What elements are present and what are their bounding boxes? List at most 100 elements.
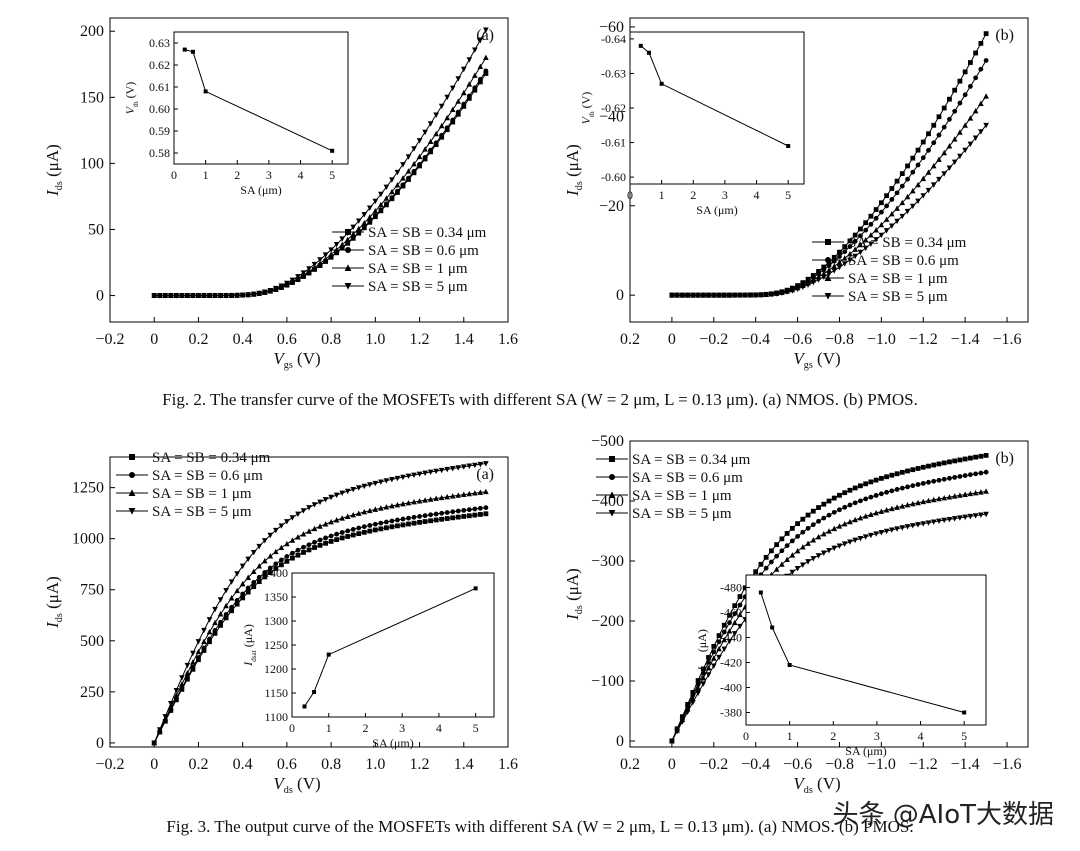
fig2a-series-1-point: [450, 117, 456, 123]
fig2b-series-3-point: [789, 288, 796, 294]
fig2b-inset-xtick-label: 5: [785, 188, 791, 202]
fig3a-series-3-point: [306, 505, 312, 511]
fig2b-series-2-point: [868, 232, 874, 238]
fig2b-inset-ytick-label: -0.64: [601, 32, 626, 46]
fig2a-series-3-point: [433, 112, 439, 118]
fig2b-legend-marker: [825, 257, 831, 263]
fig3a-series-0-point: [477, 512, 483, 517]
fig3b-series-2-point: [983, 488, 989, 494]
fig2a-series-2-point: [422, 146, 428, 152]
fig3a-series-3-point: [173, 687, 180, 694]
fig3a-series-2-point: [311, 525, 318, 532]
fig3b-series-3-point: [669, 738, 675, 744]
fig2b-series-1-point: [973, 75, 979, 81]
fig3b-series-3-point: [716, 654, 722, 661]
fig2a-series-2-point: [367, 214, 373, 220]
fig3b-series-3-point: [951, 516, 958, 522]
fig2a-series-1-point: [383, 201, 389, 207]
fig2b-series-3-point: [972, 135, 979, 141]
fig2b-series-2-point: [852, 246, 858, 252]
fig2b-series-2-point: [836, 259, 843, 265]
fig3a-series-3-point: [355, 485, 362, 491]
fig3b-inset-xtick-label: 4: [918, 729, 924, 743]
fig3b-series-1-point: [706, 659, 711, 665]
fig3b-series-0-point: [868, 479, 874, 485]
fig3a-inset-ylabel: Idsat (μA): [241, 624, 258, 667]
fig2b-series-3-point: [915, 198, 921, 204]
fig3a-series-2-point: [173, 692, 180, 699]
fig3a-series-1-point: [251, 580, 257, 585]
fig3b-series-0-point: [727, 612, 732, 618]
fig2a-series-2-point: [455, 98, 462, 104]
fig2a-series-1-point: [372, 213, 378, 219]
fig3b-series-2-point: [810, 537, 817, 543]
fig2a-series-2-point: [372, 208, 379, 214]
fig3a-series-1-point: [422, 513, 428, 519]
fig3a-inset-ytick-label: 1300: [264, 614, 288, 628]
fig3a-ytick-label: 0: [96, 735, 104, 752]
fig2a-series-3-point: [483, 27, 489, 33]
fig2b-series-1-point: [952, 108, 958, 114]
fig2b-ytick-label: −60: [599, 19, 624, 36]
fig3a-series-1-point: [290, 550, 295, 556]
fig3a-series-1-point: [245, 585, 251, 591]
fig3b-series-0-point: [920, 464, 926, 470]
fig3b-series-2-point: [815, 533, 822, 540]
fig3b-series-3-point: [810, 556, 817, 562]
fig2b-series-3-point: [805, 282, 811, 288]
fig3b-xtick-label: −0.8: [825, 756, 854, 773]
fig3b-series-2-point: [967, 490, 974, 497]
fig3a-series-3-point: [455, 465, 462, 471]
fig2b-series-1-point: [967, 83, 973, 89]
fig2b-series-3-point: [983, 122, 989, 129]
fig3b-series-0-point: [967, 455, 973, 461]
fig2b-series-3-point: [752, 292, 759, 298]
fig2a-series-3-point: [273, 285, 279, 292]
fig2a-ytick-label: 0: [96, 288, 104, 305]
fig3a-series-3-point: [449, 466, 456, 472]
fig2a-legend-label: SA = SB = 0.34 μm: [368, 225, 487, 241]
fig3a-series-0-point: [306, 547, 312, 553]
fig3a-series-0-point: [212, 630, 218, 636]
fig2a-series-0-point: [472, 87, 478, 93]
fig2a-series-1-point: [422, 154, 428, 160]
fig3b-series-3-point: [695, 690, 701, 696]
fig2b-inset-point: [646, 50, 651, 55]
fig2a-series-2-point: [333, 246, 340, 253]
fig3b-series-0-point: [690, 690, 696, 695]
fig2a-series-1-point: [378, 207, 384, 213]
fig3b-series-2-point: [972, 489, 979, 496]
fig2a-series-1-point: [395, 188, 400, 194]
fig2b-series-2-point: [978, 100, 984, 107]
fig3b-series-3-point: [967, 513, 974, 520]
fig2a-series-2-point: [322, 256, 329, 262]
fig3b-series-2-point: [868, 511, 874, 517]
fig3b-series-1-point: [826, 512, 832, 518]
fig2b-inset-xtick-label: 0: [627, 188, 633, 202]
fig3b-series-3-point: [705, 672, 712, 678]
fig3a-ytick-label: 1250: [72, 480, 104, 497]
fig2a-inset-xlabel: SA (μm): [240, 183, 281, 197]
fig3b-series-3-point: [868, 532, 874, 539]
fig2a-series-1-point: [367, 219, 373, 224]
fig2a-series-3-point: [378, 191, 384, 198]
fig3b-series-1-point: [795, 534, 800, 539]
fig2b-series-3-point: [978, 129, 984, 135]
fig3a-series-2-point: [223, 602, 229, 609]
fig3a-series-0-point: [406, 521, 411, 527]
fig2a-series-2-point: [328, 251, 334, 257]
fig2b-series-0-point: [889, 186, 895, 191]
fig3b-series-1-point: [889, 488, 895, 494]
fig3a-series-2-point: [367, 507, 373, 514]
fig2a-legend-marker: [345, 229, 351, 235]
fig2a-series-1-point: [417, 162, 422, 167]
fig2a-inset-xtick-label: 4: [298, 168, 304, 182]
fig3a-series-2-point: [405, 499, 412, 506]
fig3b-series-2-point: [820, 531, 827, 537]
fig3b-series-0-point: [858, 483, 863, 489]
fig2a-series-3-point: [416, 138, 423, 144]
fig2a-series-1-point: [389, 195, 395, 200]
fig2a-series-2-point: [394, 182, 401, 188]
fig3a-series-3-point: [212, 606, 218, 613]
fig3a-series-0-point: [295, 552, 301, 558]
